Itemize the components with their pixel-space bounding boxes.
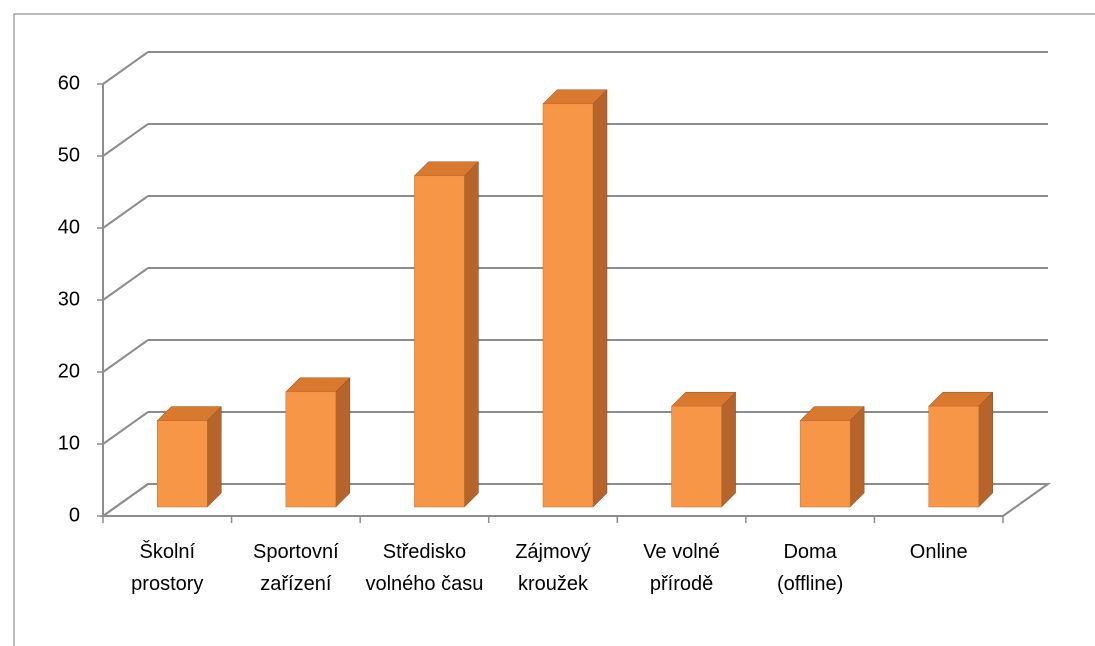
frame-border (13, 13, 1095, 646)
y-tick-label: 60 (58, 72, 80, 94)
bar-front (799, 420, 851, 508)
y-tick-label: 0 (69, 504, 80, 526)
bar-front (157, 420, 208, 508)
y-tick-label: 20 (58, 360, 80, 382)
bar-front (928, 405, 979, 508)
bar (156, 405, 222, 508)
bar-front (542, 103, 594, 508)
y-tick-label: 10 (58, 432, 80, 454)
grid-line-side (102, 51, 149, 85)
bar-side (592, 89, 608, 508)
x-tick-label: Středisko volného času (365, 541, 484, 595)
bar (413, 161, 480, 508)
bar (285, 377, 351, 508)
x-tick-label: Online (909, 541, 968, 563)
bar-side (978, 391, 993, 508)
y-tick-label: 40 (58, 216, 80, 238)
bar-side (464, 161, 479, 508)
bar-side (849, 405, 865, 508)
bar-front (285, 391, 337, 508)
bar (542, 89, 608, 508)
bar-front (414, 175, 465, 508)
bar (928, 391, 994, 508)
bar-side (207, 405, 222, 508)
bar-front (671, 405, 722, 508)
y-tick-label: 50 (58, 144, 80, 166)
grid-line-side (102, 267, 149, 301)
grid-line-side (102, 483, 149, 517)
x-tick-label: Ve volné přírodě (643, 541, 720, 595)
grid-line-side (102, 411, 149, 445)
bar (670, 391, 737, 508)
bar-side (721, 391, 736, 508)
bar (799, 405, 865, 508)
x-tick-label: Školní prostory (131, 541, 204, 595)
y-tick-label: 30 (58, 288, 80, 310)
grid-line-side (102, 195, 149, 229)
grid-line-side (102, 339, 149, 373)
grid-line-side (102, 123, 149, 157)
x-tick-label: Doma (offline) (776, 541, 844, 595)
x-tick-label: Sportovní zařízení (253, 541, 339, 595)
bar-side (335, 377, 351, 508)
x-tick-label: Zájmový kroužek (515, 541, 591, 595)
